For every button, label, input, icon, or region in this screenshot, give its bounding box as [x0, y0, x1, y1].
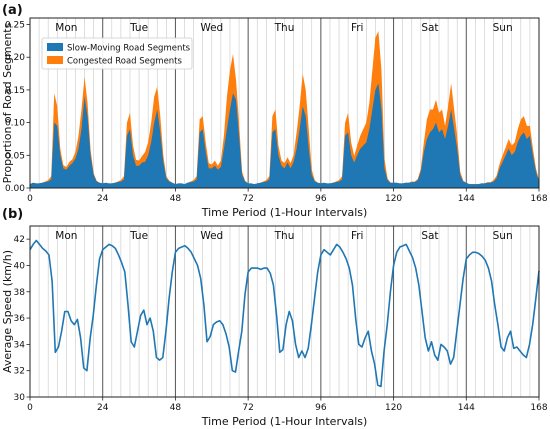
- x-tick-label: 48: [170, 194, 182, 204]
- panel-a-x-axis-label: Time Period (1-Hour Intervals): [201, 206, 368, 219]
- panel-b-y-ticks: 30 32 34 36 38 40 42: [14, 235, 30, 403]
- panel-b-label: (b): [2, 207, 23, 222]
- x-tick-label: 168: [530, 403, 547, 413]
- panel-a-day-labels: Mon Tue Wed Thu Fri Sat Sun: [55, 22, 512, 34]
- panel-b-y-axis-label: Average Speed (km/h): [1, 250, 14, 373]
- panel-b-grid: [38, 226, 531, 397]
- x-tick-label: 48: [170, 403, 182, 413]
- x-tick-label: 72: [242, 403, 253, 413]
- x-tick-label: 24: [97, 403, 109, 413]
- legend-label-slow: Slow-Moving Road Segments: [67, 44, 191, 54]
- day-label-fri: Fri: [351, 230, 364, 242]
- day-label-tue: Tue: [129, 22, 148, 34]
- y-tick-label: 32: [14, 367, 25, 377]
- panel-a-x-ticks: 0 24 48 72 96 120 144 168: [27, 188, 548, 204]
- x-tick-label: 168: [530, 194, 547, 204]
- panel-b-chart: Mon Tue Wed Thu Fri Sat Sun 0 24 48 72 96 120 144 168…: [1, 225, 548, 428]
- x-tick-label: 144: [458, 194, 475, 204]
- day-label-sat: Sat: [421, 230, 438, 242]
- panel-a-y-ticks: 0.00 0.05 0.10 0.15 0.20 0.25: [5, 21, 30, 194]
- y-tick-label: 0.05: [5, 151, 25, 161]
- x-tick-label: 24: [97, 194, 109, 204]
- legend-label-congested: Congested Road Segments: [67, 57, 183, 67]
- y-tick-label: 0.20: [5, 53, 25, 63]
- day-label-mon: Mon: [55, 230, 77, 242]
- panel-a-legend: Slow-Moving Road Segments Congested Road…: [41, 37, 193, 70]
- panel-b-x-ticks: 0 24 48 72 96 120 144 168: [27, 397, 548, 413]
- day-label-tue: Tue: [129, 230, 148, 242]
- y-tick-label: 34: [14, 340, 26, 350]
- panel-a-frame: [29, 17, 540, 189]
- y-tick-label: 0.15: [5, 86, 25, 96]
- slow-moving-area: [30, 83, 539, 188]
- x-tick-label: 96: [315, 194, 327, 204]
- legend-swatch-congested: [47, 56, 63, 64]
- x-tick-label: 144: [458, 403, 475, 413]
- day-label-wed: Wed: [200, 22, 223, 34]
- day-label-sat: Sat: [421, 22, 438, 34]
- legend-swatch-slow: [47, 43, 63, 51]
- x-tick-label: 120: [385, 194, 402, 204]
- y-tick-label: 36: [14, 314, 26, 324]
- y-tick-label: 40: [14, 261, 26, 271]
- panel-a-areas: [30, 31, 539, 189]
- day-label-mon: Mon: [55, 22, 77, 34]
- x-tick-label: 120: [385, 403, 402, 413]
- y-tick-label: 38: [14, 288, 26, 298]
- y-tick-label: 30: [14, 393, 26, 403]
- x-tick-label: 0: [27, 403, 33, 413]
- panel-b-day-labels: Mon Tue Wed Thu Fri Sat Sun: [55, 230, 512, 242]
- y-tick-label: 0.00: [5, 184, 25, 194]
- day-label-sun: Sun: [493, 22, 513, 34]
- x-tick-label: 96: [315, 403, 327, 413]
- legend-box: [41, 37, 193, 70]
- panel-a-chart: Mon Tue Wed Thu Fri Sat Sun 0 24 48 72 96 120 144 168…: [1, 17, 548, 219]
- day-label-thu: Thu: [274, 230, 295, 242]
- x-tick-label: 0: [27, 194, 33, 204]
- panel-b-x-axis-label: Time Period (1-Hour Intervals): [201, 415, 368, 428]
- day-label-wed: Wed: [200, 230, 223, 242]
- x-tick-label: 72: [242, 194, 253, 204]
- panel-b-frame: [29, 225, 540, 398]
- day-label-sun: Sun: [493, 230, 513, 242]
- day-label-fri: Fri: [351, 22, 364, 34]
- day-label-thu: Thu: [274, 22, 295, 34]
- panel-a-y-axis-label: Proportion of Road Segments: [1, 22, 14, 183]
- average-speed-line: [29, 239, 540, 388]
- y-tick-label: 0.10: [5, 119, 25, 129]
- panel-a-label: (a): [2, 3, 23, 18]
- y-tick-label: 42: [14, 235, 25, 245]
- y-tick-label: 0.25: [5, 21, 25, 31]
